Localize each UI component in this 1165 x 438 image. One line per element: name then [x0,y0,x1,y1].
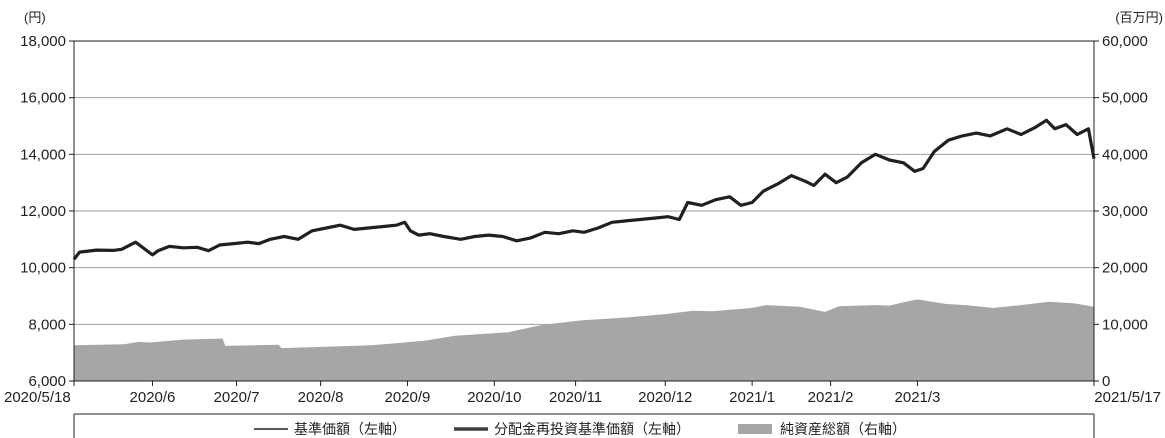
gridlines [74,97,1094,325]
x-tick-label: 2020/5/18 [4,389,71,406]
legend-swatch-net-assets [738,424,772,434]
right-tick-label: 10,000 [1102,316,1148,333]
left-tick-label: 18,000 [20,33,66,50]
left-tick-label: 12,000 [20,203,66,220]
x-tick-label: 2021/2 [808,389,854,406]
right-tick-label: 60,000 [1102,33,1148,50]
right-tick-label: 40,000 [1102,146,1148,163]
x-tick-label: 2020/9 [385,389,431,406]
left-axis-unit: (円) [24,10,46,25]
x-tick-label: 2020/10 [467,389,521,406]
legend-label-net-assets: 純資産総額（右軸） [780,422,906,438]
net-assets-area [74,299,1094,381]
x-tick-label: 2020/11 [549,389,602,406]
reinvest-nav-line [73,119,1096,260]
left-tick-label: 16,000 [20,90,66,107]
right-axis-unit: (百万円) [1115,10,1163,25]
legend-label-reinvest: 分配金再投資基準価額（左軸） [494,421,690,438]
left-tick-label: 10,000 [20,260,66,277]
x-tick-label: 2020/12 [638,389,692,406]
x-tick-label: 2021/3 [895,389,941,406]
legend: 基準価額（左軸） 分配金再投資基準価額（左軸） 純資産総額（右軸） [73,413,1095,438]
left-tick-label: 14,000 [20,146,66,163]
x-tick-label: 2020/6 [130,389,176,406]
right-tick-label: 0 [1102,373,1110,390]
x-tick-label: 2021/1 [729,389,775,406]
right-tick-label: 30,000 [1102,203,1148,220]
legend-label-base-price: 基準価額（左軸） [294,421,406,438]
left-tick-label: 8,000 [28,316,66,333]
x-tick-label: 2020/8 [298,389,344,406]
left-axis-ticks: 6,000 8,000 10,000 12,000 14,000 16,000 18,000 [20,33,74,390]
right-tick-label: 20,000 [1102,260,1148,277]
right-axis-ticks: 0 10,000 20,000 30,000 40,000 50,000 60,000 [1094,33,1148,390]
right-tick-label: 50,000 [1102,90,1148,107]
x-tick-label: 2021/5/17 [1094,389,1161,406]
x-tick-label: 2020/7 [214,389,260,406]
base-price-line [72,118,1096,261]
x-axis-ticks: 2020/5/18 2020/6 2020/7 2020/8 2020/9 2020/10… [4,381,1161,406]
left-tick-label: 6,000 [28,373,66,390]
